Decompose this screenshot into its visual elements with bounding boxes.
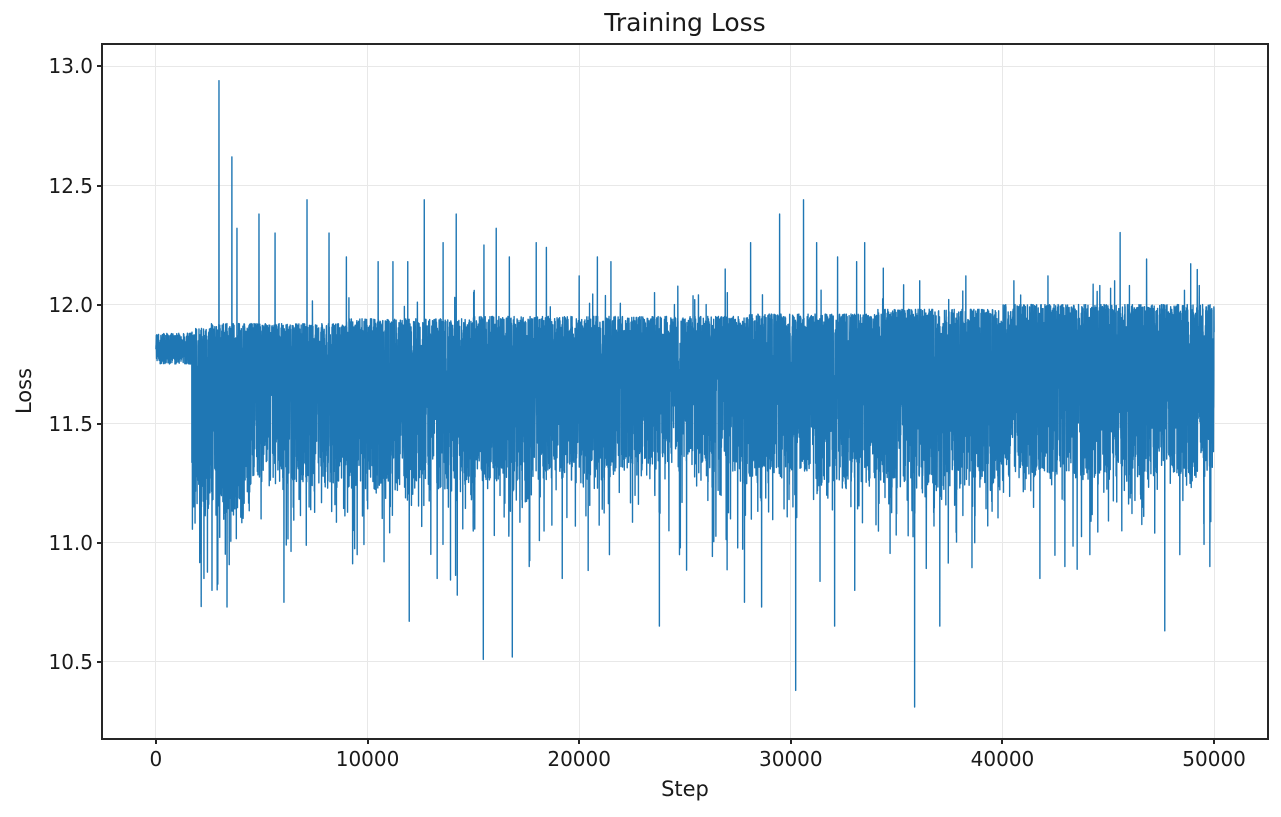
x-tick-label: 20000 — [547, 747, 611, 771]
x-tick-label: 30000 — [759, 747, 823, 771]
x-tick-mark — [366, 738, 369, 744]
chart-title: Training Loss — [604, 8, 766, 37]
y-tick-label: 11.0 — [48, 530, 93, 555]
x-tick-label: 10000 — [335, 747, 400, 771]
y-axis-label: Loss — [12, 367, 36, 415]
y-tick-mark — [97, 303, 103, 306]
x-tick-mark — [789, 738, 792, 744]
x-tick-mark — [1001, 738, 1004, 744]
y-tick-mark — [97, 541, 103, 544]
x-tick-label: 0 — [149, 747, 163, 771]
training-loss-curve — [103, 45, 1267, 738]
y-tick-label: 12.0 — [48, 292, 93, 317]
x-tick-mark — [1213, 738, 1216, 744]
y-tick-label: 13.0 — [48, 54, 93, 79]
x-tick-mark — [154, 738, 157, 744]
x-tick-label: 50000 — [1182, 747, 1246, 771]
x-tick-label: 40000 — [970, 747, 1035, 771]
y-tick-mark — [97, 660, 103, 663]
plot-area — [101, 43, 1269, 740]
y-tick-label: 12.5 — [48, 173, 93, 198]
x-tick-mark — [578, 738, 581, 744]
y-tick-mark — [97, 422, 103, 425]
y-tick-mark — [97, 65, 103, 68]
y-tick-label: 11.5 — [48, 411, 93, 436]
y-tick-mark — [97, 184, 103, 187]
x-axis-label: Step — [661, 777, 709, 801]
y-tick-label: 10.5 — [48, 649, 93, 674]
